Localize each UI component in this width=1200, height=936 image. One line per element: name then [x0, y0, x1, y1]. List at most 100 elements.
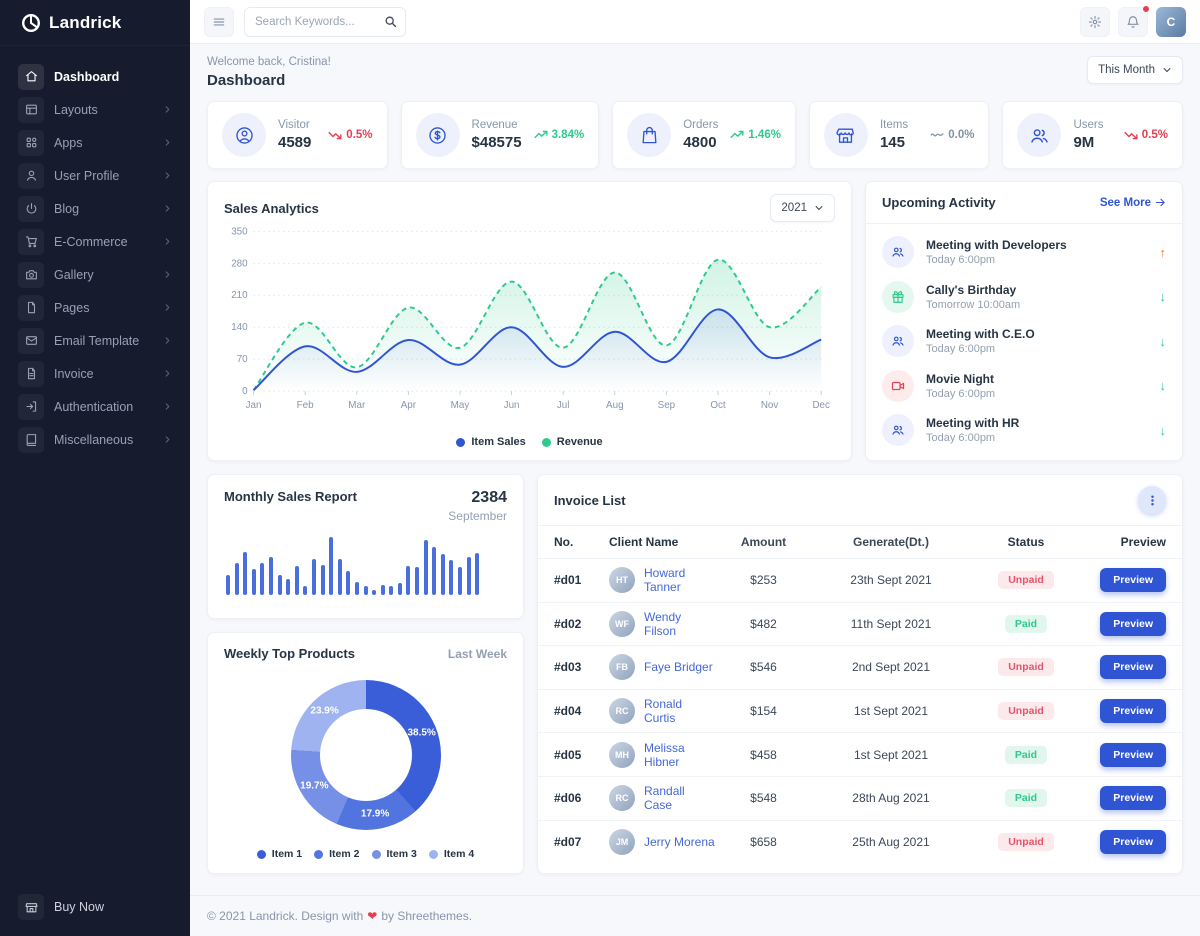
sidebar-item-email-template[interactable]: Email Template: [10, 324, 180, 357]
activity-item-meeting-with-c-e-o[interactable]: Meeting with C.E.O Today 6:00pm ↓: [882, 319, 1166, 364]
status-badge: Paid: [1004, 614, 1048, 633]
activity-item-meeting-with-hr[interactable]: Meeting with HR Today 6:00pm ↓: [882, 408, 1166, 453]
invoice-date: 1st Sept 2021: [853, 704, 929, 719]
sidebar-item-invoice[interactable]: Invoice: [10, 357, 180, 390]
legend-label: Item 4: [443, 848, 475, 860]
sidebar-item-label: Pages: [54, 300, 90, 315]
sidebar-item-miscellaneous[interactable]: Miscellaneous: [10, 423, 180, 456]
invoice-row-d04: #d04 RC Ronald Curtis $154 1st Sept 2021 Unpa…: [538, 690, 1182, 734]
sidebar-item-dashboard[interactable]: Dashboard: [10, 60, 180, 93]
sidebar-item-label: Authentication: [54, 399, 134, 414]
buy-now-button[interactable]: Buy Now: [0, 882, 190, 936]
legend-revenue[interactable]: Revenue: [541, 436, 603, 448]
sidebar-nav: Dashboard Layouts Apps User Profile Blog E-Co…: [0, 46, 190, 882]
blog-icon: [18, 195, 44, 222]
donut-slice-label: 19.7%: [300, 780, 329, 792]
client-name-link[interactable]: Randall Case: [644, 784, 685, 813]
client-name-link[interactable]: Wendy Filson: [644, 609, 682, 638]
donut-legend-item-3[interactable]: Item 3: [371, 848, 417, 860]
trend-down-icon: [1124, 128, 1138, 142]
sidebar-item-blog[interactable]: Blog: [10, 192, 180, 225]
see-more-link[interactable]: See More: [1100, 197, 1166, 209]
stat-value: 4589: [278, 134, 312, 151]
brand-logo[interactable]: Landrick: [0, 0, 190, 46]
activity-title: Movie Night: [926, 371, 994, 386]
sidebar-item-gallery[interactable]: Gallery: [10, 258, 180, 291]
preview-button[interactable]: Preview: [1100, 786, 1166, 811]
legend-item-sales[interactable]: Item Sales: [456, 436, 526, 448]
sidebar-item-authentication[interactable]: Authentication: [10, 390, 180, 423]
preview-button[interactable]: Preview: [1100, 830, 1166, 855]
client-avatar: RC: [609, 698, 635, 725]
menu-toggle-button[interactable]: [204, 6, 234, 37]
invoice-menu-button[interactable]: [1138, 486, 1166, 514]
stat-label: Users: [1073, 119, 1104, 131]
preview-button[interactable]: Preview: [1100, 655, 1166, 680]
period-select[interactable]: This Month: [1087, 56, 1183, 84]
page-icon: [18, 294, 44, 321]
invoice-row-d07: #d07 JM Jerry Morena $658 25th Aug 2021 Unpai…: [538, 821, 1182, 865]
preview-button[interactable]: Preview: [1100, 611, 1166, 636]
stat-label: Revenue: [471, 119, 518, 131]
donut-legend-item-2[interactable]: Item 2: [314, 848, 360, 860]
activity-item-cally-s-birthday[interactable]: Cally's Birthday Tomorrow 10:00am ↓: [882, 275, 1166, 320]
settings-button[interactable]: [1080, 6, 1110, 37]
sidebar-item-layouts[interactable]: Layouts: [10, 93, 180, 126]
activity-item-movie-night[interactable]: Movie Night Today 6:00pm ↓: [882, 364, 1166, 409]
invoice-table-body: #d01 HT Howard Tanner $253 23th Sept 2021 Unp…: [538, 559, 1182, 864]
page-title: Dashboard: [207, 72, 286, 89]
trend-up-icon: [534, 128, 548, 142]
client-name-link[interactable]: Melissa Hibner: [644, 740, 685, 769]
grid-icon: [18, 129, 44, 156]
activity-title: Meeting with Developers: [926, 238, 1067, 253]
sales-chart-legend: Item Sales Revenue: [224, 436, 835, 448]
invoice-date: 2nd Sept 2021: [851, 660, 931, 675]
stat-trend: 0.0%: [930, 128, 974, 142]
spark-bar: [397, 583, 402, 595]
chevron-right-icon: [163, 105, 172, 114]
invoice-date: 25th Aug 2021: [852, 835, 930, 850]
svg-text:280: 280: [231, 258, 248, 269]
client-name-link[interactable]: Jerry Morena: [644, 835, 715, 850]
monthly-sales-card: Monthly Sales Report 2384 September: [207, 474, 524, 619]
gear-icon: [1088, 15, 1102, 29]
brand-name: Landrick: [49, 12, 122, 32]
activity-item-meeting-with-developers[interactable]: Meeting with Developers Today 6:00pm ↑: [882, 230, 1166, 275]
user-avatar[interactable]: C: [1156, 6, 1186, 37]
bell-icon: [1126, 15, 1140, 29]
donut-legend-item-4[interactable]: Item 4: [428, 848, 475, 860]
client-name-link[interactable]: Howard Tanner: [644, 566, 686, 595]
search-input[interactable]: [255, 15, 384, 28]
dollar-circle-icon: [415, 113, 460, 157]
spark-bar: [260, 563, 265, 595]
donut-legend-item-1[interactable]: Item 1: [256, 848, 302, 860]
column-header-amount: Amount: [740, 535, 787, 549]
preview-button[interactable]: Preview: [1100, 742, 1166, 767]
preview-button[interactable]: Preview: [1100, 699, 1166, 724]
year-select[interactable]: 2021: [770, 194, 835, 222]
spark-bar: [311, 559, 316, 595]
notifications-button[interactable]: [1118, 4, 1150, 37]
arrow-down-icon: ↓: [1159, 422, 1167, 438]
sidebar-item-pages[interactable]: Pages: [10, 291, 180, 324]
notification-dot: [1142, 4, 1150, 13]
search-icon[interactable]: [384, 15, 397, 28]
client-name-link[interactable]: Faye Bridger: [644, 660, 713, 675]
stat-card-items: Items 145 0.0%: [808, 101, 990, 169]
svg-text:Jun: Jun: [504, 400, 520, 411]
main-area: C Welcome back, Cristina! Dashboard This…: [190, 0, 1200, 936]
spark-bar: [286, 578, 291, 595]
svg-text:Jul: Jul: [557, 400, 570, 411]
invoice-date: 11th Sept 2021: [850, 616, 932, 631]
sidebar-item-label: Miscellaneous: [54, 432, 134, 447]
invoice-number: #d03: [554, 660, 582, 675]
sidebar-item-apps[interactable]: Apps: [10, 126, 180, 159]
client-name-link[interactable]: Ronald Curtis: [644, 697, 683, 726]
preview-button[interactable]: Preview: [1100, 568, 1166, 593]
invoice-amount: $253: [750, 573, 777, 588]
spark-bar: [475, 553, 480, 595]
sidebar-item-user-profile[interactable]: User Profile: [10, 159, 180, 192]
sidebar-item-e-commerce[interactable]: E-Commerce: [10, 225, 180, 258]
column-header-generate-dt: Generate(Dt.): [852, 535, 929, 549]
weekly-products-title: Weekly Top Products: [224, 646, 355, 661]
